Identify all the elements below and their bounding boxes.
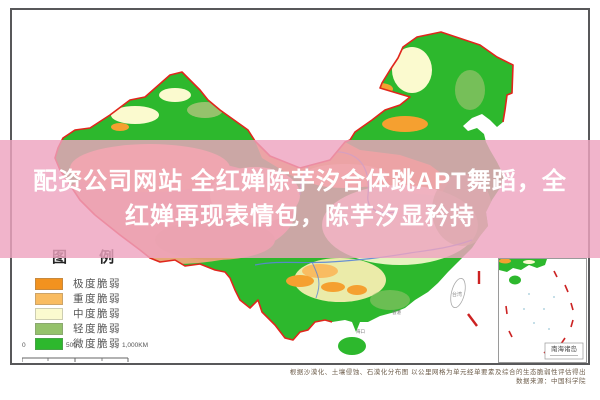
legend-row: 微度脆弱	[22, 336, 152, 351]
south-china-sea-inset: 南海诸岛	[498, 258, 587, 363]
legend-label-extreme: 极度脆弱	[73, 278, 121, 290]
hongkong-label: 香港	[392, 309, 401, 316]
caption-line-2: 数据来源：中国科学院	[516, 378, 586, 385]
headline-overlay: 配资公司网站 全红婵陈芋汐合体跳APT舞蹈，全 红婵再现表情包，陈芋汐显矜持	[0, 140, 600, 258]
inset-islands	[523, 293, 555, 330]
legend-swatch-light	[35, 322, 63, 335]
legend-label-slight: 微度脆弱	[73, 338, 121, 350]
boundary-dash-2	[467, 313, 478, 327]
legend-swatch-slight	[35, 337, 63, 350]
legend-label-moderate: 中度脆弱	[73, 308, 121, 320]
inset-yellow-patch	[523, 260, 535, 264]
legend-swatch-severe	[35, 292, 63, 305]
map-caption: 根据沙漠化、土壤侵蚀、石漠化分布图 以公里网格为单元经单要素及综合的生态脆弱性评…	[290, 368, 586, 386]
headline-line-1: 配资公司网站 全红婵陈芋汐合体跳APT舞蹈，全	[33, 168, 567, 195]
headline-line-2: 红婵再现表情包，陈芋汐显矜持	[125, 203, 475, 230]
legend-swatch-extreme	[35, 277, 63, 290]
legend-row: 中度脆弱	[22, 306, 152, 321]
scale-bar-line	[21, 357, 129, 362]
national-border-south	[94, 214, 333, 341]
taiwan-outline	[450, 277, 466, 309]
inset-label-box	[544, 342, 584, 360]
river-branch	[311, 261, 320, 299]
caption-line-1: 根据沙漠化、土壤侵蚀、石漠化分布图 以公里网格为单元经单要素及综合的生态脆弱性评…	[289, 369, 586, 376]
legend-label-light: 轻度脆弱	[73, 323, 121, 335]
taiwan-label: 台湾	[452, 291, 462, 298]
inset-coast	[499, 259, 547, 272]
scale-bar: 0 500 1,000KM	[21, 342, 148, 368]
scale-mid: 500	[66, 342, 77, 349]
legend-label-severe: 重度脆弱	[73, 293, 121, 305]
haikou-label: 海口	[356, 328, 365, 335]
legend-row: 极度脆弱	[22, 276, 152, 291]
scale-start: 0	[22, 342, 26, 349]
legend-row: 轻度脆弱	[22, 321, 152, 336]
legend-row: 重度脆弱	[22, 291, 152, 306]
scale-end: 1,000KM	[121, 342, 148, 349]
inset-label: 南海诸岛	[551, 344, 577, 353]
inset-orange-patch	[499, 258, 511, 264]
legend-swatch-moderate	[35, 307, 63, 320]
legend: 图 例 极度脆弱 重度脆弱 中度脆弱 轻度脆弱 微度脆弱	[22, 246, 152, 351]
hainan-island	[338, 337, 366, 355]
inset-hainan	[509, 275, 521, 285]
